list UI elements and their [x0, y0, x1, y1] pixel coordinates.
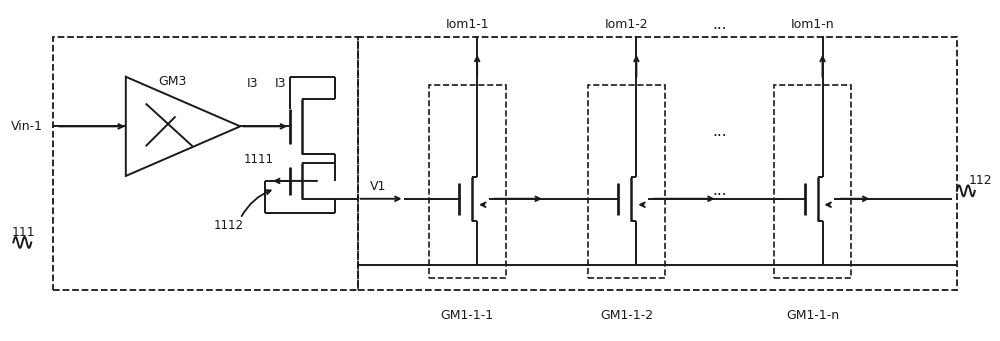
Text: 1112: 1112 [213, 219, 243, 232]
Bar [53, 37, 358, 290]
Bar [358, 37, 957, 290]
Text: GM1-1-2: GM1-1-2 [600, 309, 653, 322]
Text: Vin-1: Vin-1 [11, 120, 43, 133]
Bar [588, 85, 665, 278]
Bar [429, 85, 506, 278]
Bar [774, 85, 851, 278]
Text: GM1-1-1: GM1-1-1 [441, 309, 494, 322]
Text: Iom1-n: Iom1-n [791, 18, 834, 31]
Text: 112: 112 [969, 174, 992, 188]
Text: GM3: GM3 [158, 75, 187, 88]
Text: Iom1-2: Iom1-2 [605, 18, 648, 31]
Text: GM1-1-n: GM1-1-n [786, 309, 839, 322]
Text: Iom1-1: Iom1-1 [445, 18, 489, 31]
Text: ...: ... [713, 183, 727, 198]
Text: 1111: 1111 [243, 152, 273, 166]
Text: ...: ... [713, 17, 727, 32]
Text: ...: ... [713, 124, 727, 139]
Text: 111: 111 [11, 226, 35, 239]
Text: V1: V1 [370, 180, 386, 193]
Text: I3: I3 [246, 77, 258, 90]
Text: I3: I3 [274, 77, 286, 90]
